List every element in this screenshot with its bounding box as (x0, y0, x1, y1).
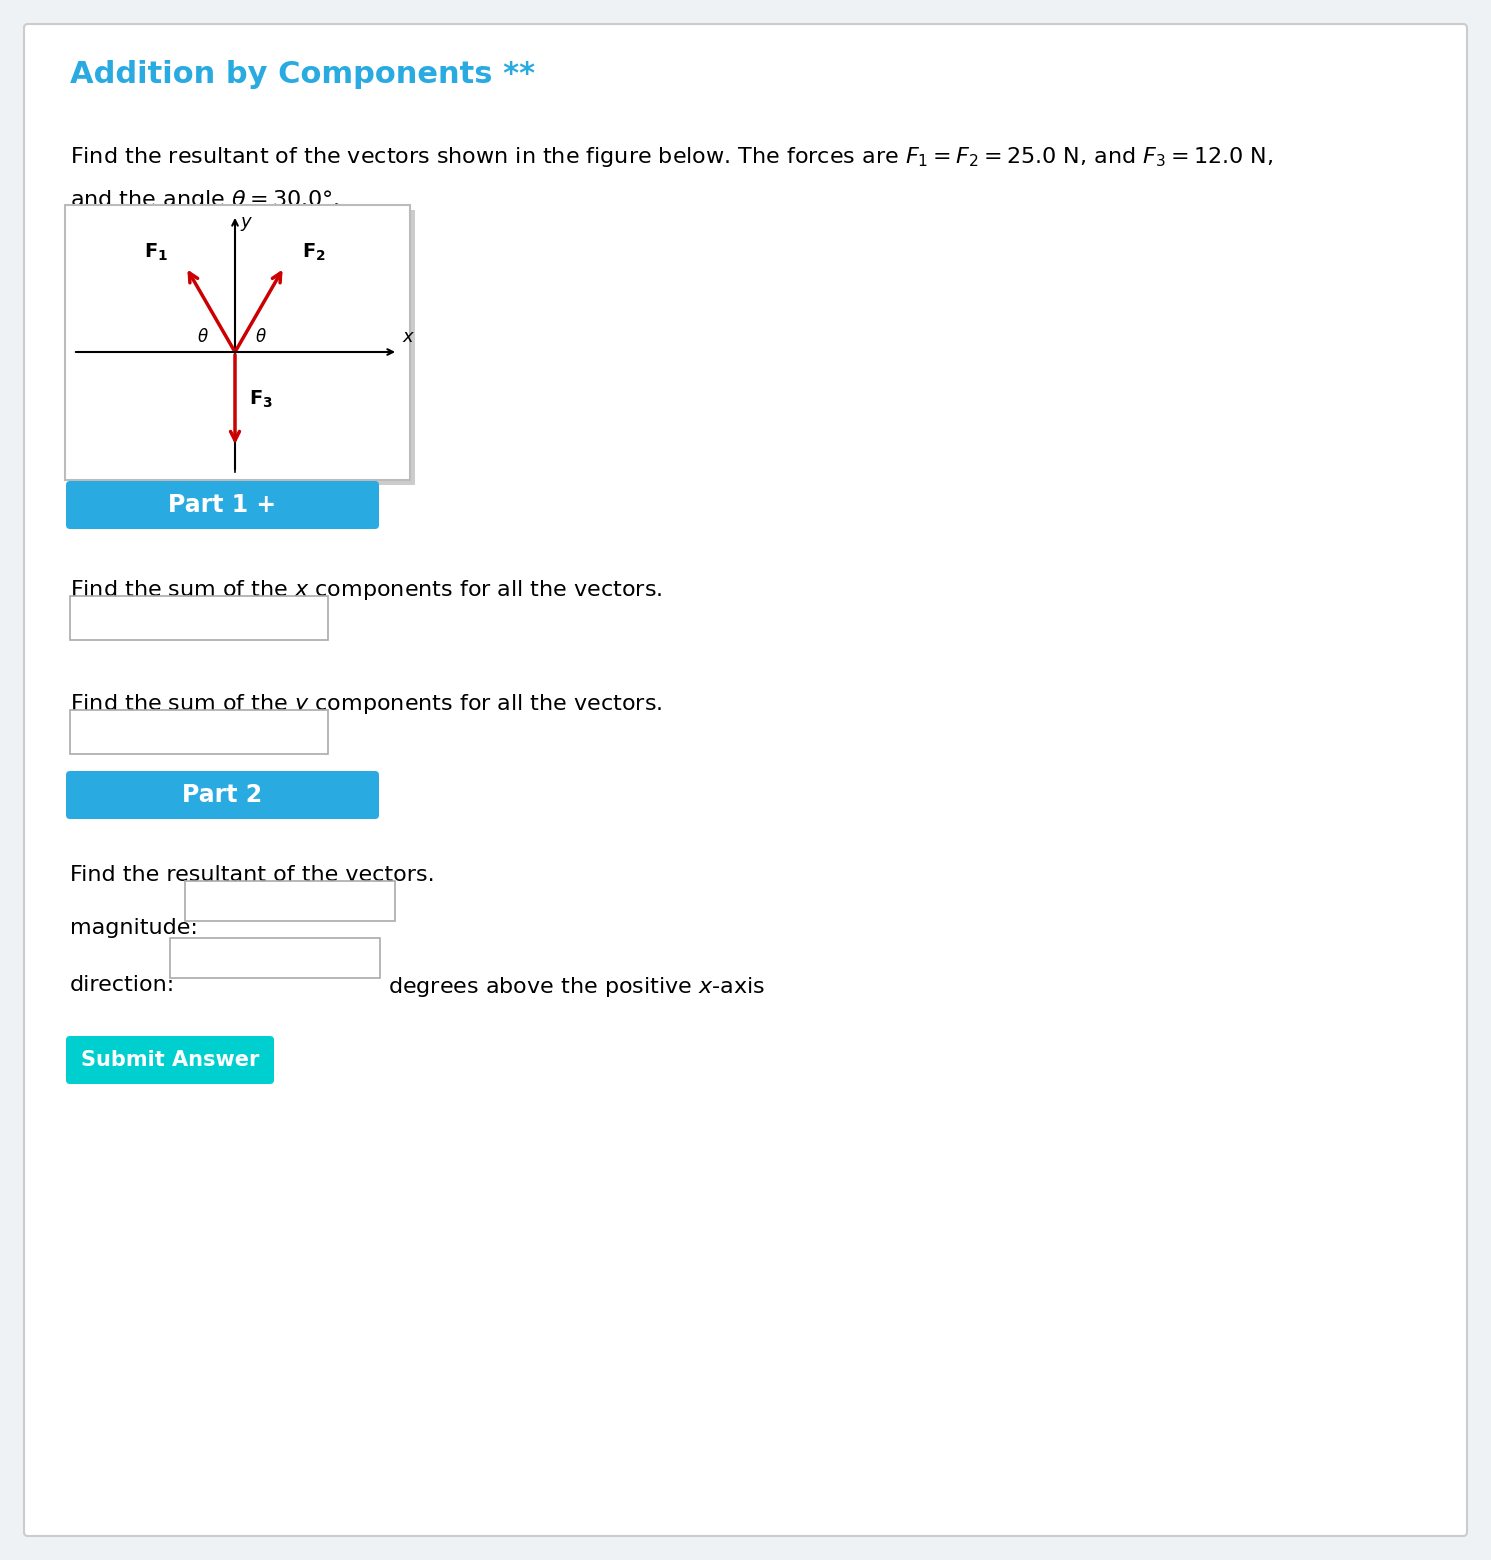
FancyBboxPatch shape (66, 204, 410, 480)
FancyBboxPatch shape (66, 480, 379, 529)
Text: y: y (240, 214, 250, 231)
Text: $\theta$: $\theta$ (255, 328, 267, 346)
Text: Part 1 +: Part 1 + (168, 493, 276, 516)
Text: $\mathbf{F_2}$: $\mathbf{F_2}$ (303, 242, 327, 264)
Text: x: x (403, 328, 413, 346)
FancyBboxPatch shape (170, 938, 380, 978)
Text: Find the resultant of the vectors shown in the figure below. The forces are $F_1: Find the resultant of the vectors shown … (70, 145, 1273, 168)
Text: Find the resultant of the vectors.: Find the resultant of the vectors. (70, 864, 434, 885)
FancyBboxPatch shape (185, 881, 395, 920)
FancyBboxPatch shape (70, 596, 328, 640)
Text: degrees above the positive $x$-axis: degrees above the positive $x$-axis (388, 975, 765, 998)
FancyBboxPatch shape (24, 23, 1467, 1537)
Text: Submit Answer: Submit Answer (81, 1050, 259, 1070)
Text: Addition by Components **: Addition by Components ** (70, 59, 535, 89)
Text: direction:: direction: (70, 975, 176, 995)
FancyBboxPatch shape (66, 771, 379, 819)
Text: $\mathbf{F_1}$: $\mathbf{F_1}$ (143, 242, 168, 264)
FancyBboxPatch shape (70, 211, 414, 485)
Text: Part 2: Part 2 (182, 783, 262, 807)
Text: magnitude:: magnitude: (70, 917, 198, 938)
Text: $\mathbf{F_3}$: $\mathbf{F_3}$ (249, 388, 273, 410)
Text: and the angle $\theta = 30.0°$.: and the angle $\theta = 30.0°$. (70, 189, 340, 212)
FancyBboxPatch shape (70, 710, 328, 753)
Text: Find the sum of the $y$ components for all the vectors.: Find the sum of the $y$ components for a… (70, 693, 662, 716)
Text: $\theta$: $\theta$ (197, 328, 209, 346)
FancyBboxPatch shape (66, 1036, 274, 1084)
Text: Find the sum of the $x$ components for all the vectors.: Find the sum of the $x$ components for a… (70, 579, 662, 602)
